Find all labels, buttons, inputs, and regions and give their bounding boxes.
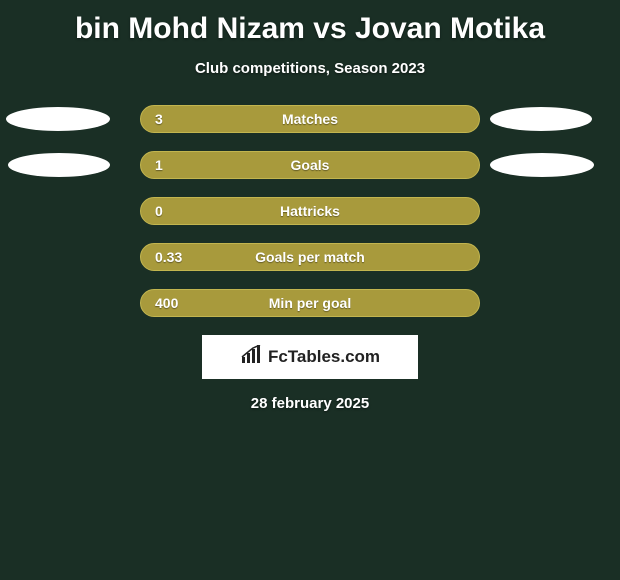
logo-text: FcTables.com bbox=[268, 347, 380, 367]
stat-bar: 400 Min per goal bbox=[140, 289, 480, 317]
bar-chart-icon bbox=[240, 345, 264, 370]
stat-label: Min per goal bbox=[141, 295, 479, 311]
footer-date: 28 february 2025 bbox=[0, 395, 620, 412]
logo-box: FcTables.com bbox=[202, 335, 418, 379]
stat-row-matches: 3 Matches bbox=[0, 105, 620, 133]
stat-bar: 1 Goals bbox=[140, 151, 480, 179]
stat-row-goals: 1 Goals bbox=[0, 151, 620, 179]
stat-row-goals-per-match: 0.33 Goals per match bbox=[0, 243, 620, 271]
page-subtitle: Club competitions, Season 2023 bbox=[0, 60, 620, 77]
stat-label: Goals bbox=[141, 157, 479, 173]
stat-label: Matches bbox=[141, 111, 479, 127]
stat-label: Goals per match bbox=[141, 249, 479, 265]
stat-bar: 0.33 Goals per match bbox=[140, 243, 480, 271]
left-ellipse bbox=[8, 153, 110, 177]
stat-bar: 3 Matches bbox=[140, 105, 480, 133]
stat-row-min-per-goal: 400 Min per goal bbox=[0, 289, 620, 317]
logo: FcTables.com bbox=[240, 345, 380, 370]
page-title: bin Mohd Nizam vs Jovan Motika bbox=[0, 0, 620, 46]
stats-chart: 3 Matches 1 Goals 0 Hattricks 0.33 Goals… bbox=[0, 105, 620, 317]
stat-row-hattricks: 0 Hattricks bbox=[0, 197, 620, 225]
left-ellipse bbox=[6, 107, 110, 131]
stat-label: Hattricks bbox=[141, 203, 479, 219]
right-ellipse bbox=[490, 153, 594, 177]
right-ellipse bbox=[490, 107, 592, 131]
stat-bar: 0 Hattricks bbox=[140, 197, 480, 225]
